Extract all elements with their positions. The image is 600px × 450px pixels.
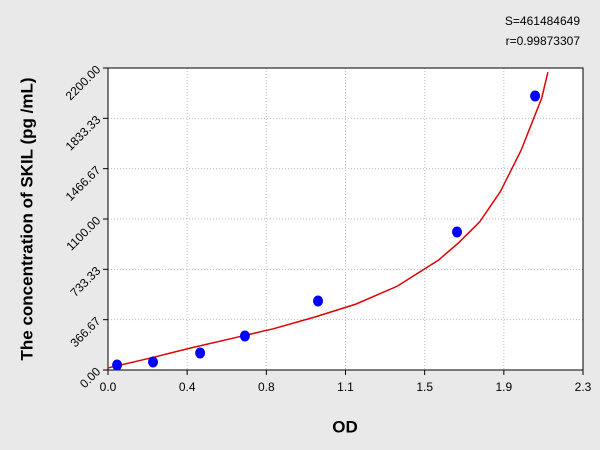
data-point bbox=[530, 90, 541, 102]
y-tick-label: 1466.67 bbox=[63, 163, 104, 204]
y-axis-label: The concentration of SKIL (pg /mL) bbox=[17, 77, 36, 360]
data-point bbox=[195, 347, 206, 359]
data-point bbox=[112, 359, 123, 371]
annotation: S=461484649 bbox=[505, 14, 580, 28]
y-tick-label: 366.67 bbox=[68, 314, 104, 350]
plot-frame bbox=[107, 67, 584, 371]
x-axis-label: OD bbox=[332, 417, 358, 436]
x-tick-label: 1.9 bbox=[495, 380, 512, 394]
data-point bbox=[313, 295, 324, 307]
x-tick-label: 1.1 bbox=[337, 380, 354, 394]
fit-curve bbox=[107, 71, 549, 369]
x-tick-label: 0.0 bbox=[100, 380, 117, 394]
x-tick-label: 0.4 bbox=[179, 380, 196, 394]
annotation: r=0.99873307 bbox=[506, 34, 581, 48]
x-tick-label: 1.5 bbox=[416, 380, 433, 394]
data-point bbox=[148, 356, 159, 368]
x-tick-label: 0.8 bbox=[258, 380, 275, 394]
y-tick-label: 1833.33 bbox=[63, 113, 104, 154]
data-point bbox=[452, 226, 463, 238]
x-tick-label: 2.3 bbox=[575, 380, 592, 394]
data-point bbox=[239, 330, 250, 342]
y-tick-label: 733.33 bbox=[68, 264, 104, 300]
y-tick-label: 1100.00 bbox=[63, 213, 103, 253]
y-tick-label: 2200.00 bbox=[63, 62, 104, 103]
